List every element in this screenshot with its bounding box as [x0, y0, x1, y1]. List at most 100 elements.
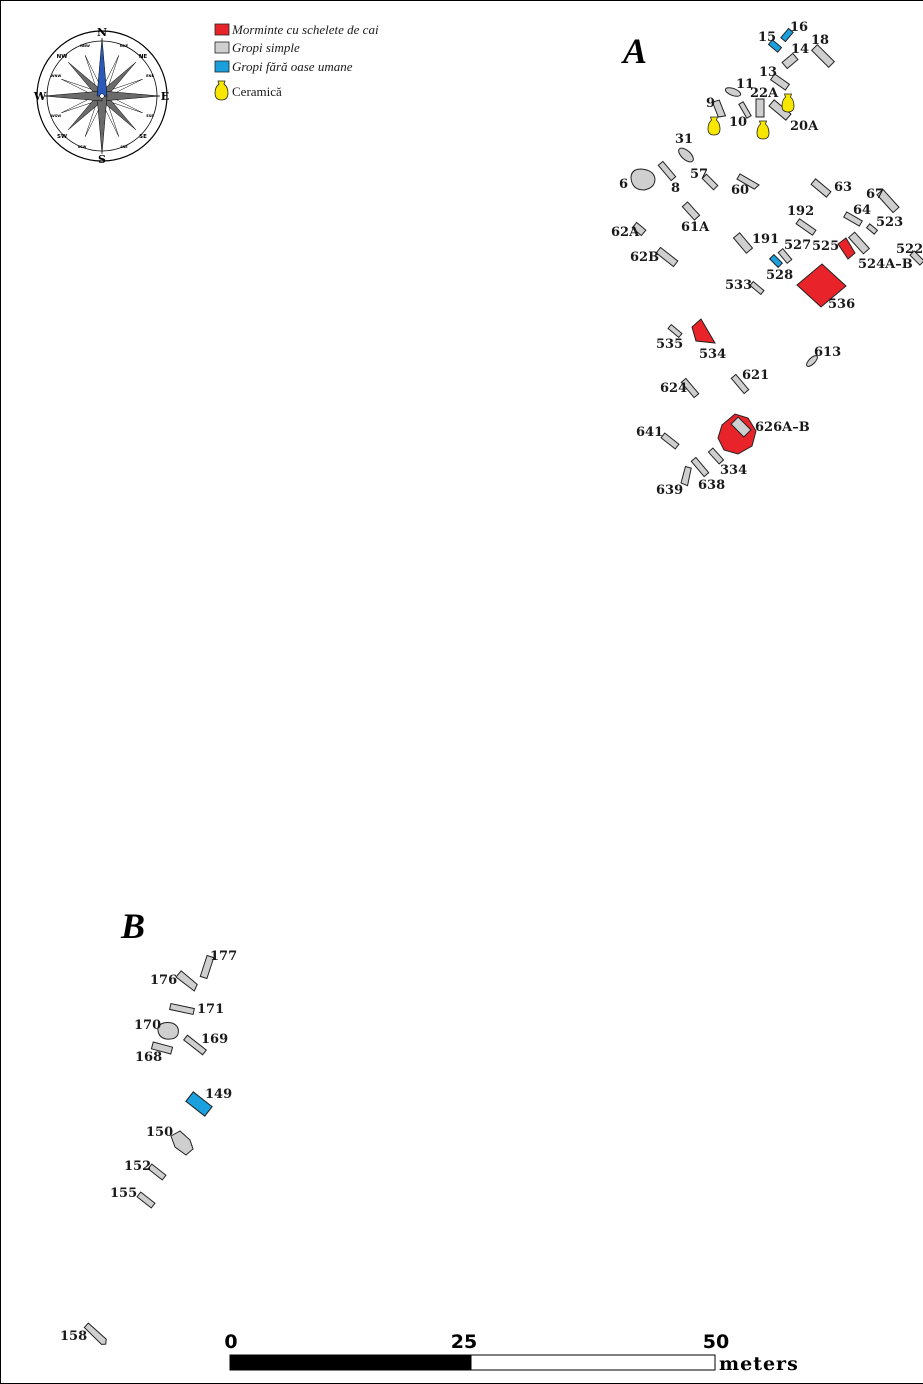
feature-shape [182, 1034, 208, 1056]
ceramic-vessel-icon [707, 116, 721, 136]
feature-label: 613 [814, 345, 841, 360]
compass-nne: NNE [120, 44, 129, 48]
feature-shape [876, 188, 900, 214]
feature-shape [690, 456, 710, 478]
feature-label: 536 [828, 297, 855, 312]
compass-sw: SW [57, 134, 67, 140]
feature-shape [755, 98, 765, 118]
feature-label: 60 [731, 183, 749, 198]
feature-626ab: 626A–B [717, 413, 810, 455]
compass-rose: N S E W NW NE SW SE NNW NNE ENE ESE SSE … [33, 26, 169, 166]
feature-label: 150 [146, 1125, 173, 1140]
feature-11: 11 [724, 77, 754, 97]
feature-label: 177 [210, 949, 237, 964]
feature-534: 534 [691, 318, 726, 362]
section-a-features: 15 16 14 18 13 11 [611, 20, 923, 498]
feature-shape [631, 221, 647, 237]
feature-shape [170, 1130, 194, 1156]
feature-613: 613 [806, 345, 841, 367]
feature-label: 528 [766, 268, 793, 283]
feature-171: 171 [169, 1002, 224, 1017]
feature-13: 13 [759, 65, 791, 91]
feature-18: 18 [810, 33, 836, 69]
feature-label: 192 [787, 204, 814, 219]
feature-6: 6 [619, 168, 656, 192]
feature-62b: 62B [630, 246, 679, 268]
feature-label: 191 [752, 232, 779, 247]
feature-528: 528 [766, 253, 793, 283]
feature-label: 639 [656, 483, 683, 498]
feature-155: 155 [110, 1186, 156, 1209]
feature-shape [175, 970, 198, 992]
feature-shape [711, 99, 727, 118]
feature-168: 168 [135, 1041, 174, 1065]
feature-624: 624 [660, 377, 700, 399]
feature-150: 150 [146, 1125, 194, 1156]
feature-152: 152 [124, 1159, 167, 1181]
scale-tick-50: 50 [703, 1331, 729, 1353]
feature-shape [680, 465, 692, 487]
compass-ene: ENE [146, 74, 154, 78]
feature-176: 176 [150, 970, 198, 992]
feature-31: 31 [675, 132, 694, 163]
compass-sse: SSE [120, 145, 128, 149]
feature-shape [717, 413, 757, 455]
feature-15: 15 [758, 30, 783, 53]
feature-label: 149 [205, 1087, 232, 1102]
legend-swatch-horse-graves [214, 23, 230, 36]
feature-62a: 62A [611, 221, 647, 240]
compass-e: E [161, 90, 169, 103]
feature-label: 11 [736, 77, 754, 92]
feature-10: 10 [729, 101, 752, 130]
compass-ne: NE [139, 54, 148, 60]
feature-label: 638 [698, 478, 725, 493]
feature-label: 621 [742, 368, 769, 383]
feature-label: 6 [619, 177, 628, 192]
feature-label: 57 [690, 167, 708, 182]
feature-label: 169 [201, 1032, 228, 1047]
feature-shape [780, 27, 794, 43]
feature-16: 16 [780, 20, 808, 43]
feature-label: 535 [656, 337, 683, 352]
feature-label: 14 [791, 42, 809, 57]
feature-shape [777, 248, 793, 264]
feature-label: 155 [110, 1186, 137, 1201]
feature-shape [136, 1191, 156, 1209]
compass-se: SE [139, 134, 147, 140]
feature-191: 191 [732, 232, 779, 254]
feature-641: 641 [636, 425, 680, 450]
feature-shape [655, 246, 679, 268]
compass-n: N [97, 26, 107, 39]
scale-bar-black-segment [229, 1354, 472, 1371]
feature-label: 158 [60, 1329, 87, 1344]
feature-shape [199, 954, 215, 980]
feature-label: 20A [790, 119, 819, 134]
compass-ssw: SSW [78, 145, 87, 149]
feature-shape [795, 218, 817, 236]
feature-149: 149 [185, 1087, 232, 1117]
feature-shape [667, 323, 683, 339]
feature-8: 8 [657, 160, 680, 196]
feature-shape [169, 1002, 195, 1016]
compass-ese: ESE [146, 114, 154, 118]
section-b-label: B [120, 906, 145, 946]
feature-label: 176 [150, 973, 177, 988]
legend-swatch-simple-pits [214, 41, 230, 54]
feature-536: 536 [796, 263, 855, 312]
feature-shape [678, 147, 694, 163]
feature-shape [724, 87, 742, 97]
feature-67: 67 [866, 187, 900, 214]
feature-shape [730, 416, 752, 438]
feature-label: 533 [725, 278, 752, 293]
legend-ceramic: Ceramică [232, 84, 282, 99]
feature-170: 170 [134, 1018, 179, 1040]
feature-524ab: 524A–B [847, 231, 913, 272]
feature-shape [701, 173, 719, 191]
feature-shape [680, 377, 700, 399]
compass-s: S [98, 153, 106, 166]
scale-bar: 0 25 50 meters [224, 1331, 797, 1375]
section-b-features: 177 176 171 170 169 [60, 949, 237, 1345]
feature-shape [806, 355, 818, 367]
feature-shape [732, 232, 754, 254]
